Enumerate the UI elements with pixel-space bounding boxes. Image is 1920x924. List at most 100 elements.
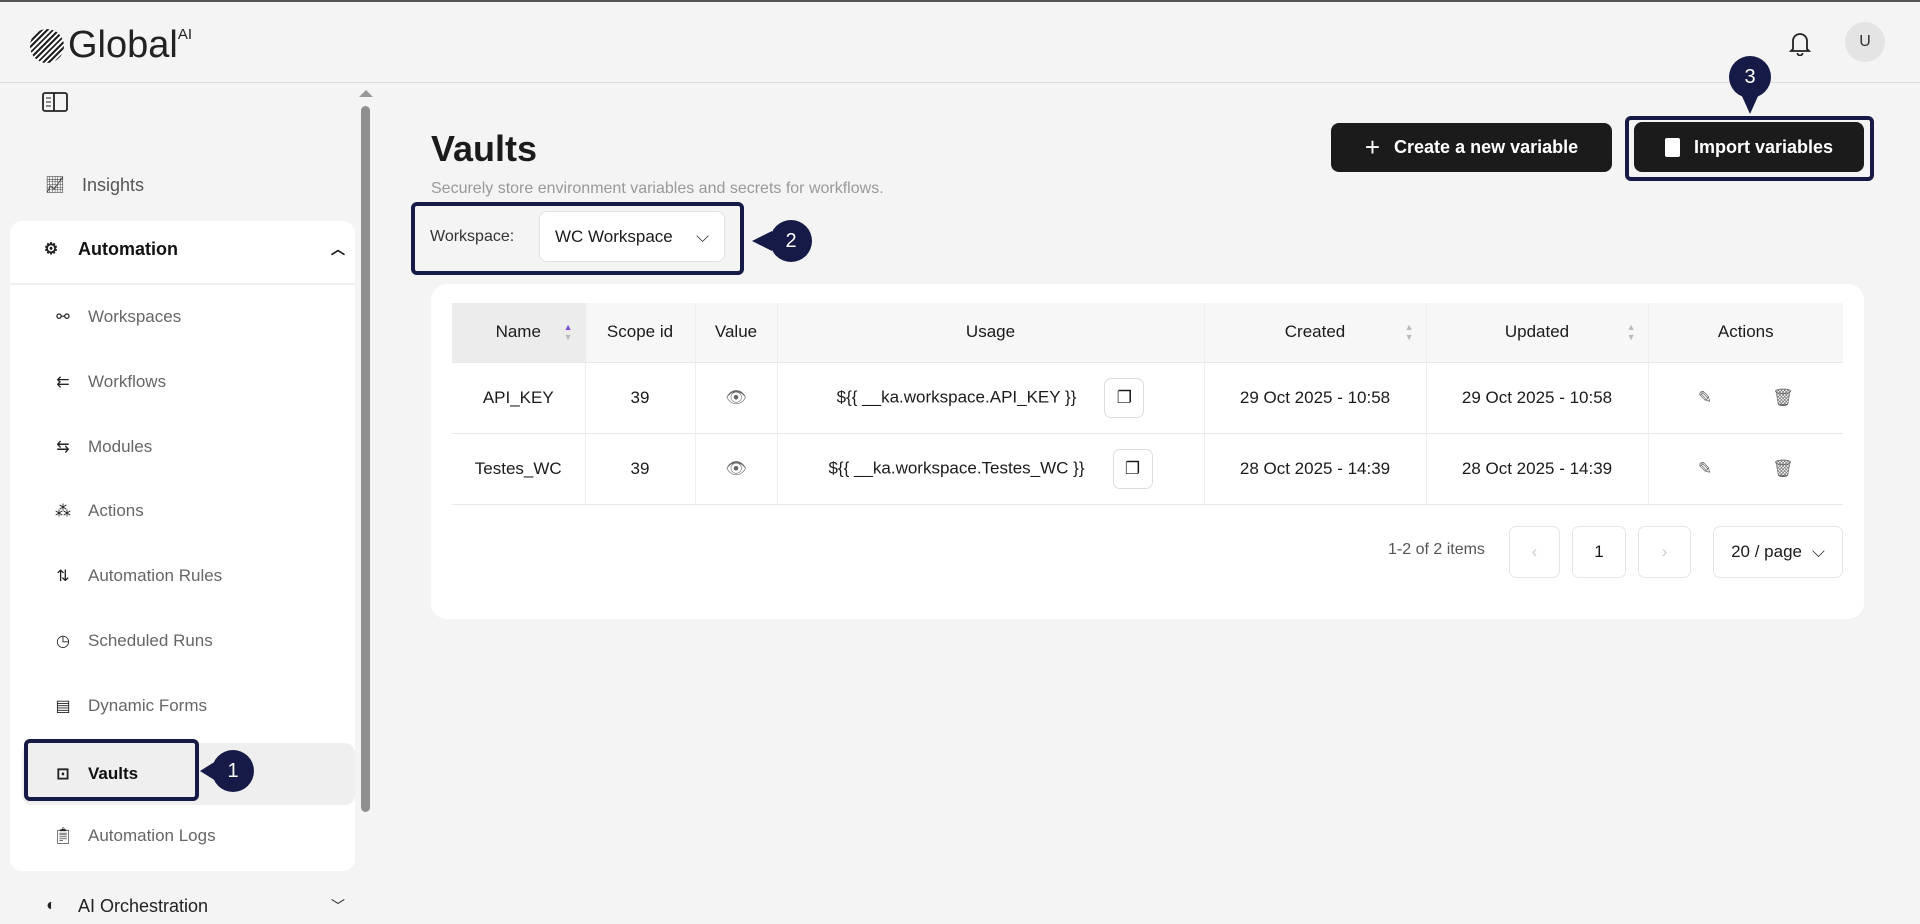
chevron-up-icon: ︿: [331, 241, 345, 257]
item-label: Automation Logs: [88, 826, 216, 845]
sidebar-item-automation-rules[interactable]: ⇅ Automation Rules: [22, 545, 355, 607]
copy-icon: ❐: [1124, 458, 1141, 478]
page-title: Vaults: [431, 128, 538, 169]
sidebar-item-insights[interactable]: 📈︎ Insights: [44, 174, 144, 196]
divider: [10, 283, 355, 285]
annotation-badge-3: 3: [1729, 56, 1771, 98]
ai-orchestration-label: AI Orchestration: [78, 895, 209, 916]
create-variable-button[interactable]: + Create a new variable: [1331, 123, 1612, 172]
brain-icon: ◐: [46, 897, 56, 914]
workspace-select[interactable]: WC Workspace ⌵: [539, 211, 725, 262]
table-row: API_KEY 39 👁︎ ${{ __ka.workspace.API_KEY…: [452, 362, 1843, 434]
cell-name: API_KEY: [452, 362, 586, 434]
automation-label: Automation: [78, 238, 178, 259]
badge-pointer: [1741, 94, 1759, 114]
column-usage: Usage: [777, 303, 1205, 363]
cell-usage: ${{ __ka.workspace.Testes_WC }}: [828, 457, 1085, 477]
header-label: Name: [495, 322, 541, 342]
badge-pointer: [752, 231, 772, 251]
variables-table: Name ▲ ▼ Scope id Value Usage Created ▲ ▼ Up…: [452, 303, 1843, 505]
column-updated[interactable]: Updated ▲ ▼: [1426, 303, 1649, 363]
cell-created: 28 Oct 2025 - 14:39: [1204, 433, 1427, 505]
annotation-badge-1: 1: [212, 750, 254, 792]
item-label: Dynamic Forms: [88, 696, 208, 715]
table-header-row: Name ▲ ▼ Scope id Value Usage Created ▲ ▼ Up…: [452, 303, 1843, 363]
bell-icon[interactable]: [1788, 30, 1812, 56]
eye-icon[interactable]: 👁︎: [725, 387, 747, 407]
prev-page-button[interactable]: ‹: [1509, 526, 1560, 578]
pagination-summary: 1-2 of 2 items: [1388, 541, 1485, 558]
sidebar-item-workflows[interactable]: ⇇ Workflows: [22, 351, 355, 413]
column-scope-id: Scope id: [585, 303, 696, 363]
globe-logo-icon: [30, 29, 64, 63]
copy-button[interactable]: ❐: [1112, 448, 1153, 489]
table-row: Testes_WC 39 👁︎ ${{ __ka.workspace.Teste…: [452, 433, 1843, 505]
clipboard-icon: 📋︎: [52, 828, 74, 845]
logo-sup: AI: [177, 26, 193, 43]
workflows-icon: ⇇: [56, 374, 70, 391]
column-value: Value: [695, 303, 778, 363]
import-variables-button[interactable]: Import variables: [1634, 122, 1864, 172]
copy-button[interactable]: ❐: [1104, 377, 1145, 418]
badge-pointer: [200, 761, 216, 781]
chevron-down-icon: ⌵: [696, 226, 709, 246]
item-label: Workspaces: [88, 307, 182, 326]
cell-updated: 28 Oct 2025 - 14:39: [1426, 433, 1649, 505]
next-page-button[interactable]: ›: [1638, 526, 1691, 578]
cell-scope: 39: [585, 362, 696, 434]
sidebar-item-dynamic-forms[interactable]: ▤ Dynamic Forms: [22, 675, 355, 737]
edit-icon[interactable]: ✎: [1697, 387, 1713, 407]
gears-icon: ⚙: [43, 241, 59, 258]
edit-icon[interactable]: ✎: [1697, 458, 1713, 478]
sidebar-toggle-icon[interactable]: [42, 92, 68, 112]
form-icon: ▤: [55, 698, 71, 715]
logo-text: Global: [68, 24, 178, 66]
annotation-box-2: [411, 202, 744, 275]
sort-icon[interactable]: ▲ ▼: [1626, 322, 1636, 342]
scrollbar-thumb[interactable]: [361, 106, 370, 812]
sidebar-item-ai-orchestration[interactable]: ◐ AI Orchestration ﹀: [40, 895, 345, 917]
sidebar-item-automation[interactable]: ⚙ Automation ︿: [40, 238, 345, 260]
item-label: Modules: [88, 437, 153, 456]
item-label: Actions: [88, 501, 144, 520]
workspaces-icon: ⚯: [56, 309, 70, 326]
page-size-value: 20 / page: [1731, 542, 1802, 561]
sort-icon[interactable]: ▲ ▼: [563, 322, 573, 342]
insights-label: Insights: [82, 174, 145, 195]
annotation-badge-2: 2: [770, 220, 812, 262]
chevron-down-icon: ﹀: [331, 898, 345, 914]
sidebar-item-modules[interactable]: ⇆ Modules: [22, 416, 355, 478]
trash-icon[interactable]: 🗑︎: [1772, 458, 1794, 478]
trash-icon[interactable]: 🗑︎: [1772, 387, 1794, 407]
logo[interactable]: Global AI: [30, 24, 192, 67]
page-size-select[interactable]: 20 / page ⌵: [1713, 526, 1843, 578]
annotation-box-1: [24, 739, 199, 801]
page-subtitle: Securely store environment variables and…: [431, 180, 884, 197]
cell-created: 29 Oct 2025 - 10:58: [1204, 362, 1427, 434]
sidebar-item-workspaces[interactable]: ⚯ Workspaces: [22, 286, 355, 348]
column-created[interactable]: Created ▲ ▼: [1204, 303, 1427, 363]
sidebar-scrollbar[interactable]: [359, 88, 373, 924]
sort-icon[interactable]: ▲ ▼: [1404, 322, 1414, 342]
item-label: Vaults: [88, 764, 139, 783]
rules-icon: ⇅: [56, 568, 70, 585]
item-label: Automation Rules: [88, 566, 223, 585]
header-label: Created: [1284, 322, 1346, 342]
eye-icon[interactable]: 👁︎: [725, 458, 747, 478]
sidebar-item-vaults[interactable]: ⊡ Vaults: [22, 743, 355, 805]
avatar[interactable]: U: [1845, 22, 1885, 62]
item-label: Workflows: [88, 372, 167, 391]
chevron-down-icon: ⌵: [1812, 542, 1825, 561]
page-1-button[interactable]: 1: [1572, 526, 1626, 578]
sidebar-item-actions[interactable]: ⁂ Actions: [22, 480, 355, 542]
import-label: Import variables: [1693, 136, 1834, 157]
cell-name: Testes_WC: [452, 433, 586, 505]
workspace-value: WC Workspace: [555, 226, 673, 246]
create-label: Create a new variable: [1394, 137, 1579, 157]
column-name[interactable]: Name ▲ ▼: [452, 303, 586, 363]
cell-updated: 29 Oct 2025 - 10:58: [1426, 362, 1649, 434]
cell-scope: 39: [585, 433, 696, 505]
sidebar-item-automation-logs[interactable]: 📋︎ Automation Logs: [22, 805, 355, 867]
timer-icon: ◷: [56, 633, 70, 650]
sidebar-item-scheduled-runs[interactable]: ◷ Scheduled Runs: [22, 610, 355, 672]
